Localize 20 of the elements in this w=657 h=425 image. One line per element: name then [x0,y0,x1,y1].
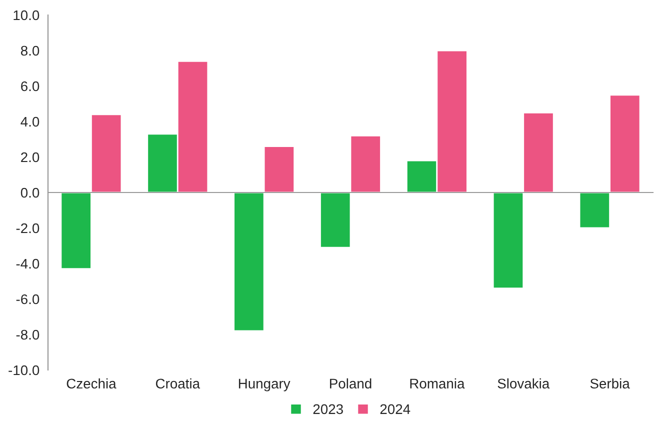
y-tick-label: 4.0 [20,116,40,127]
x-tick-label: Czechia [66,378,116,389]
y-tick-label: -4.0 [16,258,40,269]
y-tick-label: -2.0 [16,223,40,234]
y-tick-label: 6.0 [21,81,40,92]
x-tick-label: Poland [330,378,372,389]
y-tick-label: 8.0 [20,46,40,56]
x-tick-label: Romania [410,378,465,389]
x-tick-label: Croatia [156,378,200,389]
y-tick-label: -10.0 [8,365,40,376]
x-tick-label: Serbia [590,378,630,389]
x-tick-label: Hungary [238,378,290,392]
legend-label: 2023 [313,404,343,414]
x-tick-label: Slovakia [498,378,550,389]
y-tick-label: 0.0 [20,188,40,198]
y-tick-label: -8.0 [16,330,40,340]
legend-label: 2024 [380,404,410,414]
y-tick-label: 2.0 [21,152,40,162]
y-tick-label: 10.0 [14,10,40,20]
y-tick-label: -6.0 [16,294,40,304]
